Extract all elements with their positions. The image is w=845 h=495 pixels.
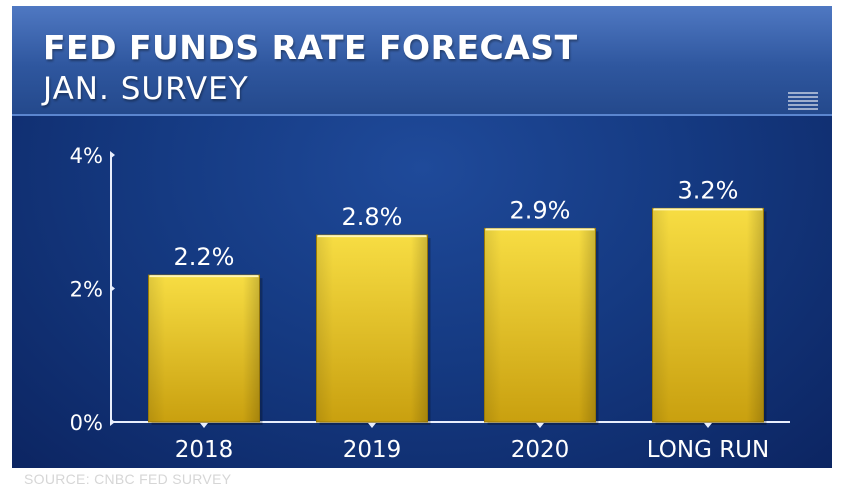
y-tick-label: 2% bbox=[70, 278, 103, 302]
y-tick-label: 4% bbox=[70, 144, 103, 168]
x-tick-mark bbox=[368, 423, 376, 428]
chart-subtitle: JAN. SURVEY bbox=[43, 71, 249, 107]
y-tick-mark bbox=[110, 151, 115, 159]
x-tick-mark bbox=[536, 423, 544, 428]
y-tick-mark bbox=[110, 284, 115, 293]
bar-shading bbox=[652, 208, 764, 422]
y-tick-mark bbox=[110, 418, 115, 426]
bar-shading bbox=[316, 235, 428, 422]
bar-shading bbox=[148, 275, 260, 422]
data-label: 2.8% bbox=[342, 203, 403, 231]
x-tick-label: LONG RUN bbox=[647, 437, 769, 463]
y-tick-label: 0% bbox=[70, 411, 103, 435]
decorative-stripes bbox=[788, 92, 818, 110]
x-tick-mark bbox=[200, 423, 208, 428]
bar-shading bbox=[484, 228, 596, 422]
x-tick-mark bbox=[704, 423, 712, 428]
header-banner: FED FUNDS RATE FORECAST JAN. SURVEY bbox=[12, 6, 832, 116]
x-tick-label: 2020 bbox=[511, 437, 570, 463]
data-label: 2.9% bbox=[510, 196, 571, 224]
data-label: 3.2% bbox=[678, 176, 739, 204]
chart-title: FED FUNDS RATE FORECAST bbox=[43, 28, 578, 67]
x-tick-label: 2018 bbox=[175, 437, 234, 463]
data-label: 2.2% bbox=[174, 243, 235, 271]
source-note: SOURCE: CNBC FED SURVEY bbox=[24, 471, 232, 487]
x-tick-label: 2019 bbox=[343, 437, 402, 463]
